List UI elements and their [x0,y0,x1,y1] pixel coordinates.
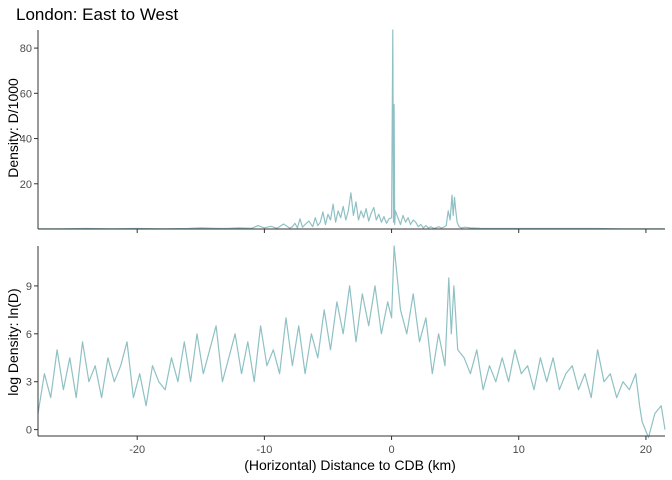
panel-density: 20 40 60 80 Density: D/1000 [5,29,665,233]
log-density-series [37,245,666,439]
bottom-y-tick-label: 0 [26,425,32,437]
density-series [38,29,665,230]
x-tick-label: -20 [129,444,145,456]
x-axis-label: (Horizontal) Distance to CDB (km) [244,457,456,473]
x-tick-label: 10 [513,444,525,456]
density-x-ticks [136,229,647,233]
log-density-x-ticks: -20 -10 0 10 20 [129,436,652,456]
top-series-line [38,29,665,230]
panel-log-density: 0 3 6 9 -20 -10 0 10 20 log Density: ln(D) [5,245,666,456]
bottom-series-line [37,245,666,439]
log-density-y-ticks: 0 3 6 9 [26,281,38,437]
x-tick-label: -10 [256,444,272,456]
bottom-y-tick-label: 6 [26,329,32,341]
x-tick-label: 20 [640,444,652,456]
top-y-tick-label: 40 [20,134,32,146]
top-y-tick-label: 80 [20,43,32,55]
top-y-tick-label: 20 [20,179,32,191]
x-tick-label: 0 [388,444,394,456]
density-y-axis-label: Density: D/1000 [5,78,21,178]
log-density-y-axis-label: log Density: ln(D) [5,288,21,395]
chart-title: London: East to West [16,5,179,24]
bottom-y-tick-label: 9 [26,281,32,293]
bottom-y-tick-label: 3 [26,377,32,389]
density-y-ticks: 20 40 60 80 [20,43,38,191]
top-y-tick-label: 60 [20,88,32,100]
